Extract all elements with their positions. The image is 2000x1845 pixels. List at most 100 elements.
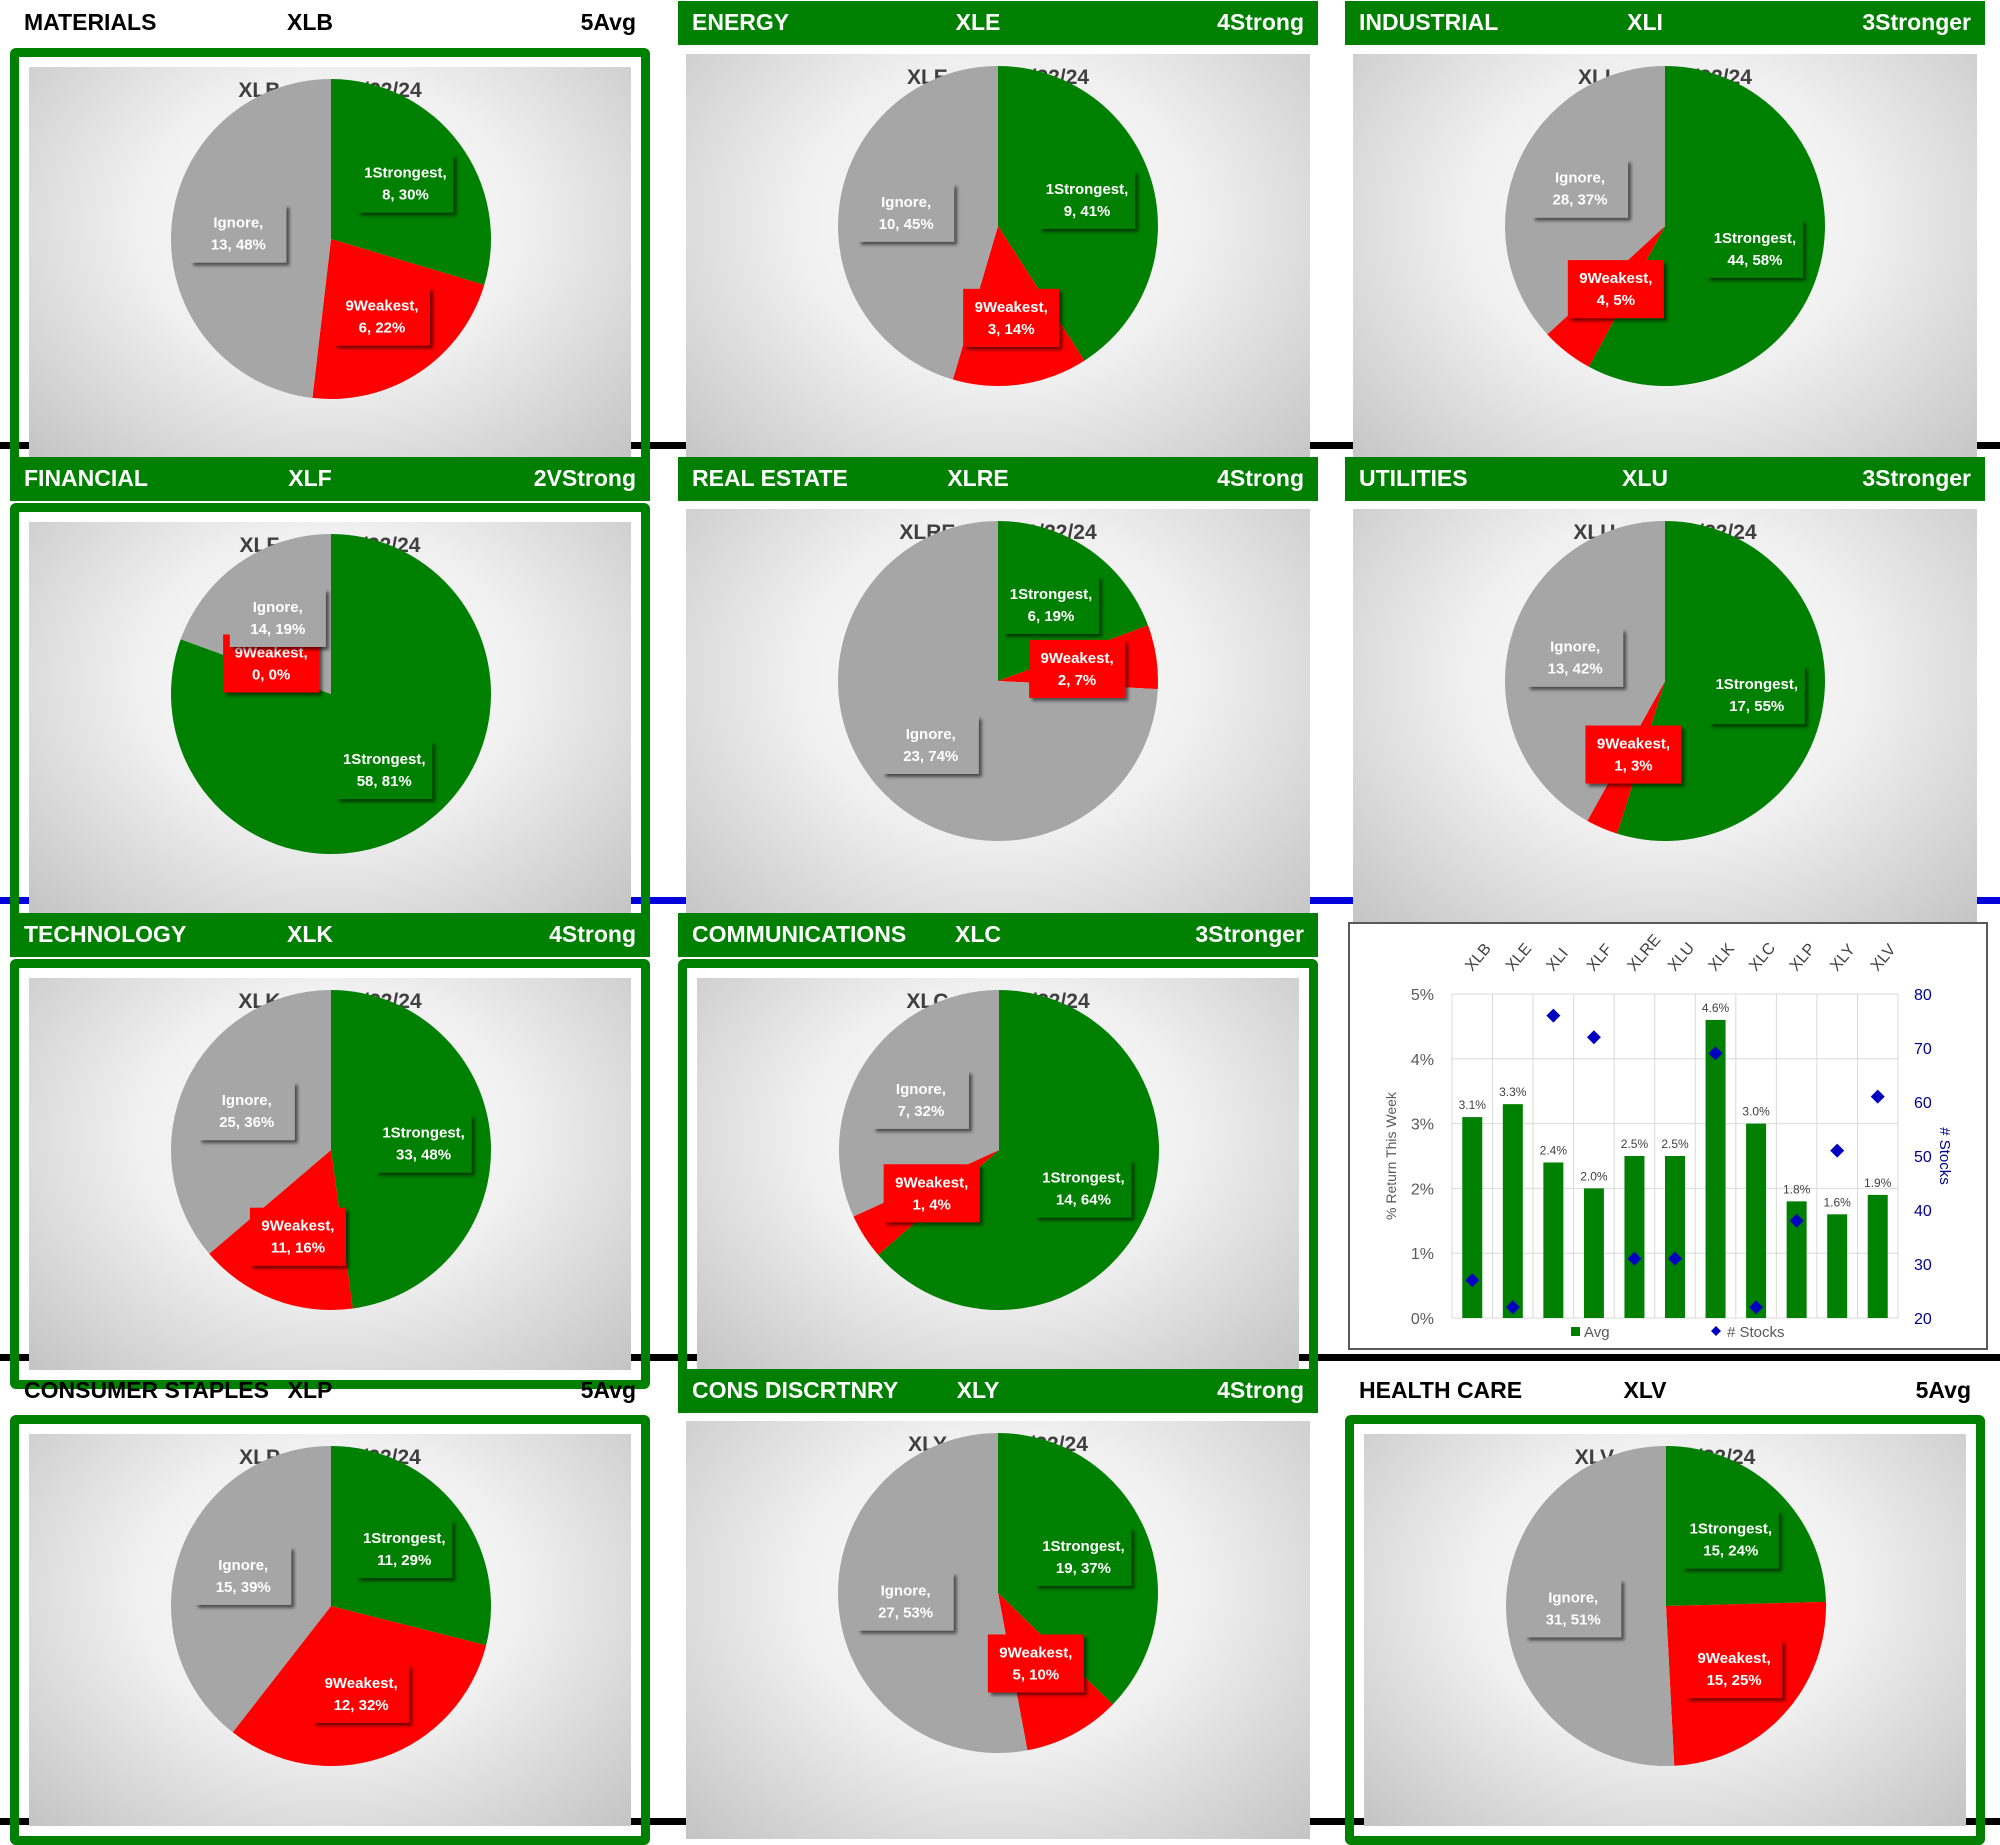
bar-data-label: 1.9% bbox=[1864, 1176, 1892, 1190]
pie-chart: 1Strongest, 33, 48% 9Weakest, 11, 16% Ignore… bbox=[171, 990, 491, 1310]
slice-label: Ignore, 27, 53% bbox=[857, 1572, 954, 1631]
slice-label-value: 33, 48% bbox=[396, 1147, 451, 1164]
x-tick-label: XLP bbox=[1787, 940, 1819, 974]
slice-label-value: 25, 36% bbox=[219, 1114, 274, 1131]
slice-label-category: 1Strongest, bbox=[1714, 230, 1797, 247]
slice-label-value: 7, 32% bbox=[898, 1103, 945, 1120]
stock-count-marker bbox=[1749, 1300, 1764, 1315]
panel-header: COMMUNICATIONS XLC 3Stronger bbox=[678, 913, 1318, 957]
plot-area: XLE as of 11/22/241Strongest,9, 41%9Weak… bbox=[686, 54, 1310, 472]
plot-area: XLRE as of 11/22/241Strongest,6, 19%9Wea… bbox=[686, 509, 1310, 927]
slice-label-category: 1Strongest, bbox=[363, 1530, 446, 1547]
slice-label: Ignore, 23, 74% bbox=[882, 715, 979, 774]
slice-label-category: 1Strongest, bbox=[1010, 586, 1093, 603]
pie-chart-panel: XLY as of 11/22/241Strongest,19, 37%9Wea… bbox=[678, 1415, 1318, 1845]
slice-label: 1Strongest, 19, 37% bbox=[1035, 1527, 1132, 1586]
bar-data-label: 3.1% bbox=[1459, 1098, 1487, 1112]
pie-chart-panel: XLP as of 11/22/241Strongest,11, 29%9Wea… bbox=[10, 1415, 650, 1845]
bar bbox=[1502, 1104, 1523, 1318]
slice-label: 9Weakest, 3, 14% bbox=[963, 288, 1060, 347]
panel-header: CONS DISCRTNRY XLY 4Strong bbox=[678, 1369, 1318, 1413]
pie-chart: 1Strongest, 58, 81% 9Weakest, 0, 0% Ignore, 1… bbox=[170, 534, 492, 854]
panel-header: REAL ESTATE XLRE 4Strong bbox=[678, 457, 1318, 501]
y2-tick-label: 80 bbox=[1914, 987, 1932, 1004]
stock-count-marker bbox=[1668, 1251, 1682, 1266]
slice-label-category: 1Strongest, bbox=[1042, 1538, 1125, 1555]
panel-header: INDUSTRIAL XLI 3Stronger bbox=[1345, 1, 1985, 45]
sector-name: CONSUMER STAPLES bbox=[24, 1377, 269, 1403]
slice-label: 1Strongest, 6, 19% bbox=[1003, 575, 1100, 634]
slice-label: 9Weakest, 2, 7% bbox=[1029, 639, 1126, 698]
pie-chart-panel: XLRE as of 11/22/241Strongest,6, 19%9Wea… bbox=[678, 503, 1318, 933]
stock-count-marker bbox=[1546, 1008, 1561, 1023]
plot-area: XLF as of 11/22/241Strongest,58, 81%9Wea… bbox=[29, 522, 631, 914]
slice-label-category: 1Strongest, bbox=[1690, 1521, 1773, 1538]
panel-header: ENERGY XLE 4Strong bbox=[678, 1, 1318, 45]
y2-tick-label: 50 bbox=[1914, 1149, 1932, 1166]
bar-data-label: 2.5% bbox=[1621, 1137, 1649, 1151]
slice-label-category: 9Weakest, bbox=[1698, 1650, 1771, 1667]
bar bbox=[1624, 1156, 1645, 1318]
slice-label-value: 1, 3% bbox=[1614, 758, 1652, 775]
pie-chart: 1Strongest, 15, 24% 9Weakest, 15, 25% Ignore… bbox=[1505, 1446, 1826, 1766]
slice-label-value: 58, 81% bbox=[357, 773, 412, 790]
slice-label-category: 9Weakest, bbox=[261, 1218, 334, 1235]
plot-area: XLB as of 11/22/241Strongest,8, 30%9Weak… bbox=[29, 67, 631, 459]
slice-label-value: 44, 58% bbox=[1727, 252, 1782, 269]
slice-label-value: 23, 74% bbox=[903, 748, 958, 765]
pie-chart: 1Strongest, 6, 19% 9Weakest, 2, 7% Ignore, 23… bbox=[838, 521, 1158, 841]
strength-rating: 3Stronger bbox=[1862, 465, 1971, 491]
panel-header: HEALTH CARE XLV 5Avg bbox=[1345, 1369, 1985, 1413]
pie-chart-panel: XLI as of 11/22/241Strongest,44, 58%9Wea… bbox=[1345, 48, 1985, 478]
slice-label: Ignore, 31, 51% bbox=[1525, 1579, 1622, 1638]
x-tick-label: XLV bbox=[1868, 941, 1900, 974]
return-vs-stocks-chart: 0% 1% 2% 3% 4% 5% 20 30 40 50 60 70 80 XLB XLE XLI XLF XL… bbox=[1348, 922, 1988, 1350]
slice-label-category: Ignore, bbox=[896, 1081, 946, 1098]
slice-label-category: 9Weakest, bbox=[999, 1644, 1072, 1661]
stock-count-marker bbox=[1830, 1143, 1845, 1158]
y-tick-label: 4% bbox=[1411, 1052, 1434, 1069]
slice-label: 9Weakest, 4, 5% bbox=[1567, 260, 1664, 319]
slice-label-value: 12, 32% bbox=[334, 1697, 389, 1714]
y2-axis-title: # Stocks bbox=[1936, 1127, 1953, 1185]
slice-label-value: 1, 4% bbox=[913, 1196, 951, 1213]
bar-data-label: 2.4% bbox=[1540, 1143, 1568, 1157]
slice-label-value: 2, 7% bbox=[1058, 672, 1096, 689]
slice-label-value: 10, 45% bbox=[879, 216, 934, 233]
slice-label-category: 1Strongest, bbox=[1042, 1170, 1125, 1187]
stock-count-marker bbox=[1870, 1089, 1885, 1104]
slice-label: Ignore, 15, 39% bbox=[195, 1546, 292, 1605]
y-tick-label: 2% bbox=[1411, 1181, 1434, 1198]
sector-name: MATERIALS bbox=[24, 9, 157, 35]
strength-rating: 5Avg bbox=[580, 9, 636, 35]
bar bbox=[1583, 1188, 1604, 1318]
slice-label-value: 19, 37% bbox=[1056, 1560, 1111, 1577]
strength-rating: 4Strong bbox=[1217, 1377, 1304, 1403]
slice-label: Ignore, 14, 19% bbox=[229, 588, 326, 647]
panel-header: CONSUMER STAPLES XLP 5Avg bbox=[10, 1369, 650, 1413]
pie-chart: 1Strongest, 9, 41% 9Weakest, 3, 14% Ignore, 1… bbox=[837, 66, 1158, 387]
bar-data-label: 4.6% bbox=[1702, 1001, 1730, 1015]
bar-data-label: 3.0% bbox=[1742, 1105, 1770, 1119]
ticker-symbol: XLV bbox=[1623, 1377, 1667, 1403]
pie-slice-strongest bbox=[878, 990, 1159, 1310]
slice-label: 9Weakest, 11, 16% bbox=[249, 1207, 346, 1266]
slice-label-value: 0, 0% bbox=[252, 666, 290, 683]
slice-label: 1Strongest, 58, 81% bbox=[336, 741, 433, 800]
pie-chart-panel: XLB as of 11/22/241Strongest,8, 30%9Weak… bbox=[10, 48, 650, 478]
panel-header: FINANCIAL XLF 2VStrong bbox=[10, 457, 650, 501]
slice-label-category: 9Weakest, bbox=[235, 644, 308, 661]
x-tick-label: XLC bbox=[1746, 940, 1779, 975]
ticker-symbol: XLB bbox=[287, 9, 333, 35]
slice-label-value: 9, 41% bbox=[1064, 203, 1111, 220]
stock-count-marker bbox=[1708, 1046, 1723, 1061]
sector-name: COMMUNICATIONS bbox=[692, 921, 907, 947]
bar bbox=[1746, 1123, 1767, 1318]
slice-label-value: 14, 64% bbox=[1056, 1192, 1111, 1209]
x-tick-label: XLI bbox=[1543, 945, 1571, 974]
bar-data-label: 2.0% bbox=[1580, 1169, 1608, 1183]
slice-label: 9Weakest, 15, 25% bbox=[1686, 1640, 1783, 1699]
slice-label-category: Ignore, bbox=[253, 599, 303, 616]
slice-label: Ignore, 25, 36% bbox=[198, 1082, 295, 1141]
ticker-symbol: XLK bbox=[287, 921, 333, 947]
